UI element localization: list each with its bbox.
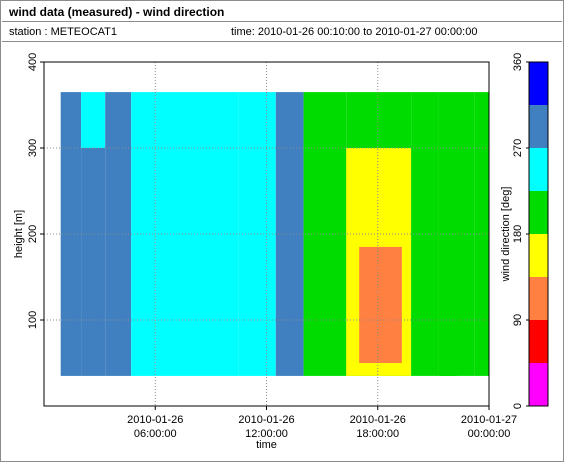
colorbar-bin-4 [529, 191, 548, 234]
y-axis-label: height [m] [13, 210, 25, 258]
heatmap-cell-11 [359, 246, 402, 363]
heatmap-cell-3 [105, 92, 132, 376]
x-tick-label-2-0: 2010-01-26 [350, 414, 406, 426]
colorbar-tick-label-1: 90 [512, 314, 524, 326]
colorbar-bin-1 [529, 320, 548, 363]
colorbar-bin-7 [529, 62, 548, 105]
x-tick-label-3-0: 2010-01-27 [461, 414, 517, 426]
chart-title: wind data (measured) - wind direction [9, 5, 225, 19]
colorbar-bin-5 [529, 148, 548, 191]
colorbar-bin-3 [529, 234, 548, 277]
colorbar-tick-label-4: 360 [512, 53, 524, 71]
heatmap-cell-7 [275, 92, 304, 376]
heatmap-cells [60, 92, 489, 376]
y-axis: 100 200 300 400 [27, 53, 44, 329]
x-tick-label-1-0: 2010-01-26 [238, 414, 294, 426]
colorbar-bin-0 [529, 363, 548, 406]
info-bar: station : METEOCAT1 time: 2010-01-26 00:… [2, 22, 562, 42]
x-tick-label-1-1: 12:00:00 [245, 428, 288, 440]
colorbar-tick-label-0: 0 [512, 403, 524, 409]
heatmap-cell-0 [60, 92, 82, 376]
heatmap-cell-2 [81, 92, 106, 148]
heatmap-cell-15 [474, 92, 489, 376]
x-tick-label-0-0: 2010-01-26 [127, 414, 183, 426]
heatmap-cell-14 [438, 122, 458, 376]
x-tick-label-2-1: 18:00:00 [356, 428, 399, 440]
x-tick-label-3-1: 00:00:00 [468, 428, 511, 440]
y-tick-label-1: 200 [27, 225, 39, 243]
title-bar: wind data (measured) - wind direction [2, 2, 562, 22]
colorbar-bin-2 [529, 277, 548, 320]
colorbar-tick-label-3: 270 [512, 139, 524, 157]
heatmap-cell-1 [81, 148, 106, 376]
colorbar-ticks: 0 90 180 270 360 [512, 53, 529, 409]
station-label: station : METEOCAT1 [9, 26, 117, 38]
grid-lines [44, 62, 489, 406]
y-tick-label-2: 300 [27, 139, 39, 157]
x-axis: 2010-01-26 06:00:00 2010-01-26 12:00:00 2010… [127, 406, 517, 440]
y-tick-label-0: 100 [27, 311, 39, 329]
x-axis-label: time [256, 439, 277, 451]
heatmap-cell-8 [303, 92, 347, 376]
time-range-label: time: 2010-01-26 00:10:00 to 2010-01-27 … [231, 26, 478, 38]
y-tick-label-3: 400 [27, 53, 39, 71]
colorbar-label: wind direction [deg] [500, 187, 512, 283]
colorbar [529, 62, 548, 406]
colorbar-tick-label-2: 180 [512, 225, 524, 243]
x-tick-label-0-1: 06:00:00 [134, 428, 177, 440]
colorbar-bin-6 [529, 105, 548, 148]
